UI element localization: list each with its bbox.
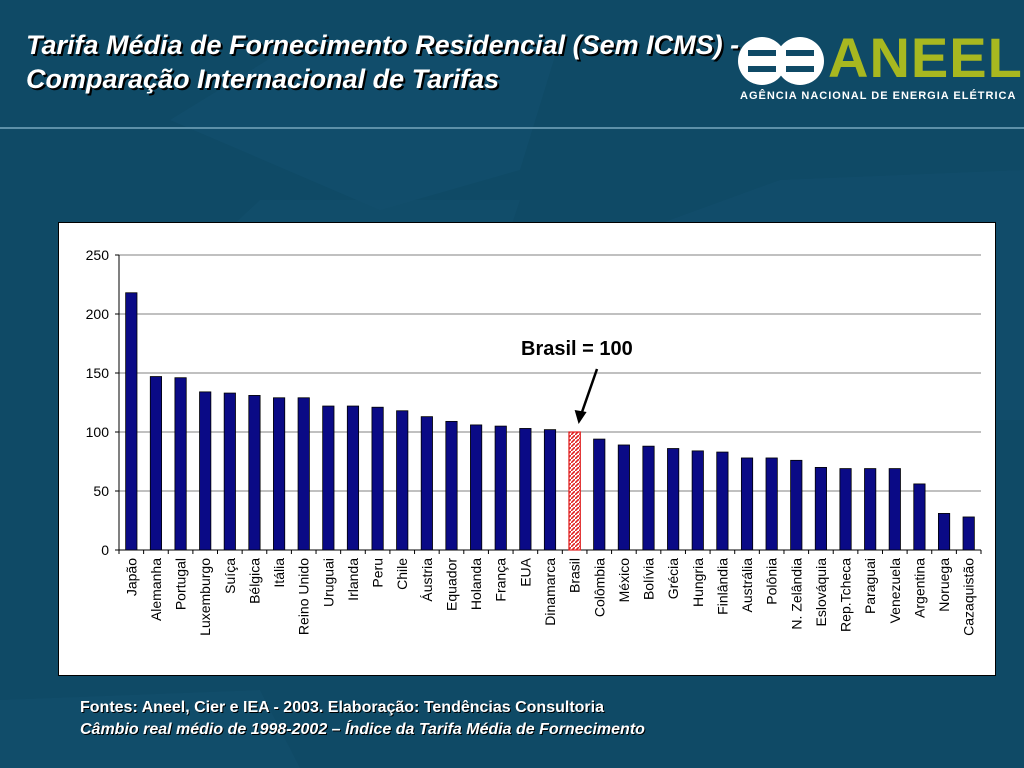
bar [248,395,261,551]
bar [420,416,433,551]
annotation-arrow-line [579,368,599,417]
x-tick-label: Reino Unido [296,558,312,635]
bar [740,457,754,551]
x-tick-label: Hungria [690,558,706,607]
bar [199,391,212,551]
bar [273,397,286,551]
aneel-emblem-icon [738,37,824,85]
header-divider [0,127,1024,129]
bar [667,448,680,551]
x-tick-label: Paraguai [862,558,878,614]
x-tick-label: Eslováquia [813,558,829,627]
bar [445,420,458,551]
bar [322,405,335,551]
bar [470,424,483,551]
footer-sources: Fontes: Aneel, Cier e IEA - 2003. Elabor… [80,699,604,716]
bar [913,483,926,551]
x-tick-label: N. Zelândia [788,558,804,630]
bar [888,468,901,551]
bar [297,397,310,551]
bar [543,429,557,551]
x-tick-label: Grécia [665,558,681,599]
x-tick-label: EUA [517,557,533,586]
x-tick-label: Bolívia [641,558,657,600]
x-tick-label: Portugal [173,558,189,610]
bar [716,451,729,551]
bar [149,376,163,551]
footer: Fontes: Aneel, Cier e IEA - 2003. Elabor… [80,697,980,741]
x-tick-label: Holanda [468,558,484,610]
y-tick-label: 100 [86,424,110,440]
annotation-label: Brasil = 100 [521,338,633,360]
x-tick-label: Peru [370,558,386,588]
bar [839,468,852,551]
x-tick-label: Noruega [936,558,952,612]
y-tick-label: 150 [86,365,110,381]
x-tick-label: Japão [123,558,139,596]
x-tick-label: Bélgica [246,558,262,604]
x-tick-label: Luxemburgo [197,558,213,636]
x-tick-label: França [493,558,509,602]
x-tick-label: Finlândia [714,558,730,615]
bar [371,406,384,551]
bar [864,468,877,551]
y-tick-label: 50 [93,483,109,499]
x-tick-label: Polônia [764,558,780,605]
y-tick-label: 200 [86,306,110,322]
bar [617,444,630,551]
bar [174,377,187,551]
bar [790,459,803,551]
footer-note: Câmbio real médio de 1998-2002 – Índice … [80,721,645,738]
annotation-arrow-head [574,410,587,424]
x-tick-label: Suíça [222,558,238,594]
x-tick-label: Chile [394,558,410,590]
x-tick-label: Austrália [739,558,755,613]
aneel-logo: ANEEL AGÊNCIA NACIONAL DE ENERGIA ELÉTRI… [738,26,1022,112]
x-tick-label: Irlanda [345,558,361,601]
x-tick-label: Rep.Tcheca [838,558,854,632]
bar [396,410,409,551]
chart-container: 0 50 100 150 200 250 Japão Alemanha Portugal Luxe… [58,222,996,676]
logo-subtitle: AGÊNCIA NACIONAL DE ENERGIA ELÉTRICA [740,90,1017,102]
slide-title: Tarifa Média de Fornecimento Residencial… [26,30,740,94]
x-tick-label: Venezuela [887,558,903,624]
bar-chart: 0 50 100 150 200 250 Japão Alemanha Portugal Luxe… [86,247,982,636]
x-tick-label: Brasil [567,558,583,593]
bar [593,438,606,551]
bar [691,450,704,551]
logo-name: ANEEL [828,26,1023,89]
bar [765,457,778,551]
bar [494,425,507,551]
x-tick-label: Áustria [419,558,435,602]
bar [223,392,236,551]
x-tick-label: Uruguai [320,558,336,607]
x-tick-label: Dinamarca [542,558,558,626]
x-tick-label: Itália [271,558,287,588]
x-tick-label: Argentina [911,558,927,618]
bar [519,428,532,551]
y-tick-label: 0 [101,542,109,558]
bar-highlight [568,431,581,551]
bar [937,513,951,551]
bar [642,445,655,551]
bar [962,516,975,551]
bar [346,405,360,551]
x-tick-label: Alemanha [148,558,164,621]
x-tick-label: Colômbia [591,558,607,617]
y-tick-label: 250 [86,247,110,263]
bar [125,292,138,551]
x-tick-label: Equador [443,558,459,611]
x-tick-label: Cazaquistão [961,558,977,636]
x-tick-label: México [616,558,632,603]
bar [814,466,827,551]
